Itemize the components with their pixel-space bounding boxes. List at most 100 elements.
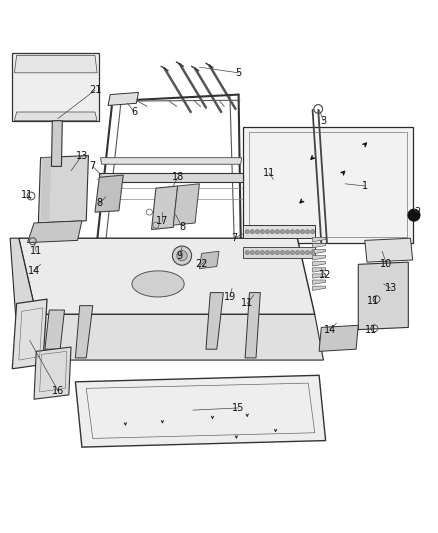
Circle shape <box>290 230 295 234</box>
Polygon shape <box>199 251 219 269</box>
Polygon shape <box>12 299 47 369</box>
Circle shape <box>265 230 269 234</box>
Polygon shape <box>14 55 97 73</box>
Polygon shape <box>313 262 325 266</box>
Circle shape <box>275 230 279 234</box>
Polygon shape <box>313 237 325 241</box>
Text: 12: 12 <box>319 270 332 280</box>
Circle shape <box>177 251 187 261</box>
Polygon shape <box>313 286 325 290</box>
Polygon shape <box>19 314 323 360</box>
Circle shape <box>300 251 305 255</box>
Circle shape <box>173 246 191 265</box>
Circle shape <box>275 251 279 255</box>
Circle shape <box>300 230 305 234</box>
Polygon shape <box>41 158 51 221</box>
Polygon shape <box>95 175 123 212</box>
Text: 7: 7 <box>231 233 237 243</box>
Circle shape <box>305 251 310 255</box>
Text: 3: 3 <box>320 116 326 126</box>
Circle shape <box>311 251 315 255</box>
Text: 14: 14 <box>324 325 336 335</box>
Text: 8: 8 <box>179 222 185 232</box>
Text: 13: 13 <box>385 283 397 293</box>
Polygon shape <box>313 244 325 248</box>
Polygon shape <box>75 305 93 358</box>
Circle shape <box>280 251 285 255</box>
Circle shape <box>295 251 300 255</box>
Text: 17: 17 <box>156 216 169 226</box>
Polygon shape <box>313 249 325 254</box>
Text: 7: 7 <box>90 161 96 172</box>
Polygon shape <box>206 293 223 349</box>
Polygon shape <box>108 92 138 106</box>
Circle shape <box>250 251 254 255</box>
Circle shape <box>408 209 420 221</box>
Polygon shape <box>313 268 325 272</box>
Text: 5: 5 <box>236 68 242 78</box>
Polygon shape <box>101 158 242 164</box>
Ellipse shape <box>132 271 184 297</box>
Text: 11: 11 <box>367 296 380 306</box>
Polygon shape <box>99 173 243 182</box>
Text: 11: 11 <box>365 325 378 335</box>
Text: 11: 11 <box>241 298 254 309</box>
Circle shape <box>270 230 275 234</box>
Polygon shape <box>28 221 82 243</box>
Circle shape <box>260 251 265 255</box>
Circle shape <box>245 230 250 234</box>
Text: 11: 11 <box>263 168 275 178</box>
Polygon shape <box>14 112 97 120</box>
Circle shape <box>245 251 250 255</box>
Polygon shape <box>12 53 99 120</box>
Circle shape <box>290 251 295 255</box>
Polygon shape <box>45 310 64 349</box>
Circle shape <box>255 230 259 234</box>
Polygon shape <box>243 127 413 243</box>
Polygon shape <box>313 274 325 278</box>
Polygon shape <box>365 238 413 262</box>
Polygon shape <box>313 256 325 260</box>
Circle shape <box>270 251 275 255</box>
Polygon shape <box>34 347 71 399</box>
Circle shape <box>285 251 290 255</box>
Text: 2: 2 <box>414 207 420 217</box>
Polygon shape <box>75 375 325 447</box>
Text: 9: 9 <box>177 251 183 261</box>
Text: 16: 16 <box>52 385 64 395</box>
Circle shape <box>265 251 269 255</box>
Circle shape <box>305 230 310 234</box>
Polygon shape <box>19 238 315 314</box>
Polygon shape <box>173 184 199 225</box>
Polygon shape <box>152 186 178 230</box>
Polygon shape <box>243 247 315 258</box>
Text: 10: 10 <box>381 260 393 269</box>
Text: 19: 19 <box>224 292 236 302</box>
Text: 1: 1 <box>362 181 368 191</box>
Polygon shape <box>313 280 325 284</box>
Polygon shape <box>51 120 62 166</box>
Text: 18: 18 <box>172 172 184 182</box>
Circle shape <box>295 230 300 234</box>
Text: 15: 15 <box>233 403 245 413</box>
Circle shape <box>250 230 254 234</box>
Text: 21: 21 <box>89 85 101 95</box>
Text: 14: 14 <box>28 266 40 276</box>
Polygon shape <box>39 156 88 223</box>
Polygon shape <box>10 238 36 360</box>
Text: 11: 11 <box>21 190 34 200</box>
Circle shape <box>280 230 285 234</box>
Circle shape <box>311 230 315 234</box>
Text: 6: 6 <box>131 107 137 117</box>
Polygon shape <box>358 262 408 329</box>
Circle shape <box>255 251 259 255</box>
Polygon shape <box>243 225 315 238</box>
Circle shape <box>260 230 265 234</box>
Polygon shape <box>319 325 358 351</box>
Text: 13: 13 <box>76 150 88 160</box>
Text: 8: 8 <box>96 198 102 208</box>
Text: 11: 11 <box>30 246 42 256</box>
Circle shape <box>285 230 290 234</box>
Text: 22: 22 <box>195 260 208 269</box>
Polygon shape <box>245 293 260 358</box>
